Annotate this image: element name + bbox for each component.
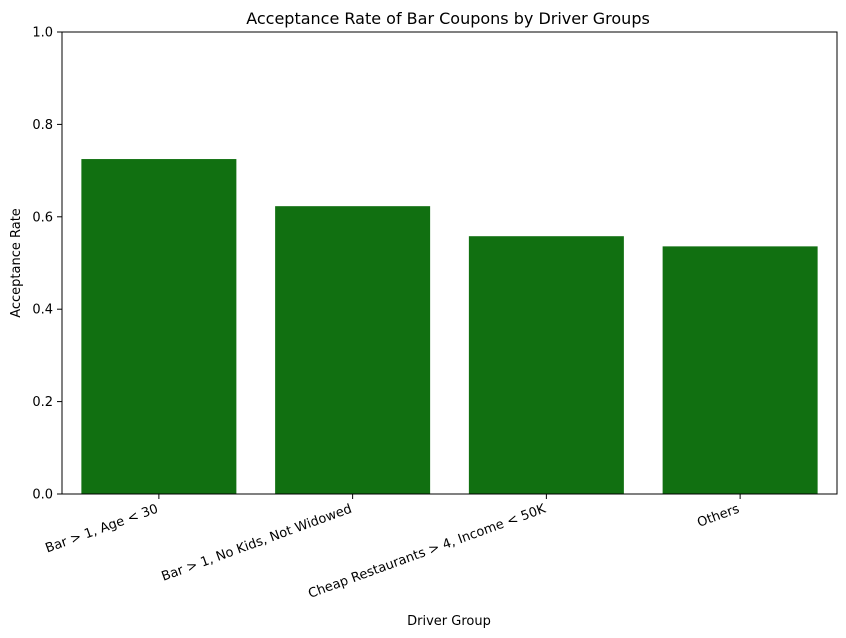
y-axis-ticks: 0.0 0.2 0.4 0.6 0.8 1.0: [32, 26, 62, 503]
plot-frame: [61, 31, 838, 495]
x-tick-label: Bar > 1, No Kids, Not Widowed: [160, 502, 354, 585]
chart-title: Acceptance Rate of Bar Coupons by Driver…: [246, 9, 650, 28]
bar-1: [81, 159, 237, 495]
y-tick-label: 0.6: [32, 210, 53, 225]
x-axis-ticks: Bar > 1, Age < 30 Bar > 1, No Kids, Not W…: [44, 494, 742, 602]
y-tick-label: 0.0: [32, 488, 53, 503]
bar-4: [662, 246, 818, 494]
y-tick-label: 0.2: [32, 395, 53, 410]
bar-2: [275, 206, 431, 494]
x-tick-label: Others: [695, 502, 741, 531]
bar-3: [468, 236, 624, 495]
y-tick-label: 0.8: [32, 118, 53, 133]
bars-group: [81, 159, 818, 495]
x-tick-label: Bar > 1, Age < 30: [44, 502, 161, 557]
y-axis-label: Acceptance Rate: [9, 208, 24, 318]
y-tick-label: 1.0: [32, 26, 53, 41]
x-axis-label: Driver Group: [407, 614, 491, 629]
y-tick-label: 0.4: [32, 303, 53, 318]
